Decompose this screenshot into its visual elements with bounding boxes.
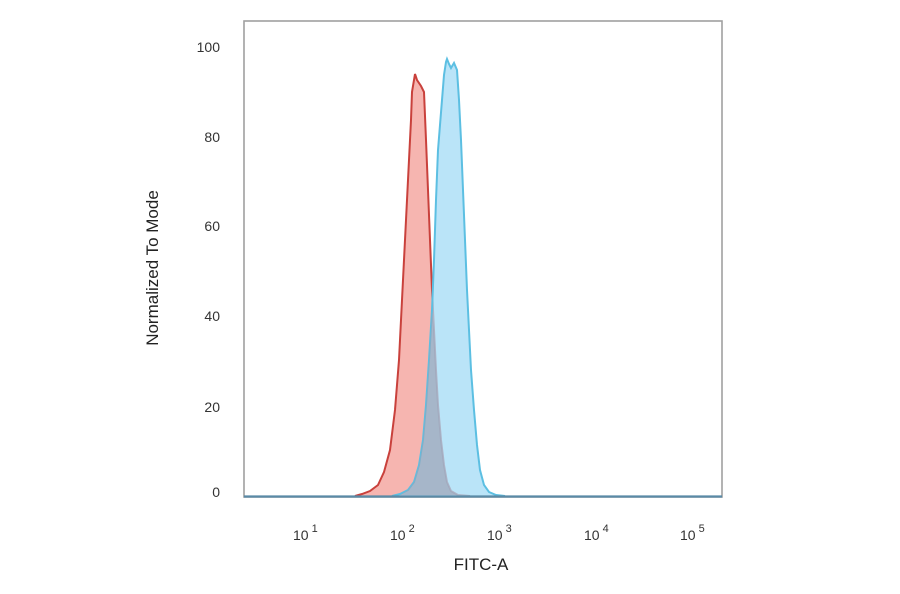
overlap-region <box>400 310 458 495</box>
x-tick-label: 10 1 <box>293 523 318 543</box>
series-sample <box>391 56 506 497</box>
x-tick-label: 10 2 <box>390 523 415 543</box>
x-tick-label: 10 4 <box>584 523 609 543</box>
y-axis-title: Normalized To Mode <box>143 190 162 346</box>
plot-frame <box>243 20 723 498</box>
x-axis-ticks: 10 1 10 2 10 3 10 4 10 5 <box>293 523 705 543</box>
x-axis-title: FITC-A <box>454 555 509 574</box>
y-tick-label: 60 <box>204 218 220 234</box>
y-tick-label: 100 <box>197 39 221 55</box>
y-tick-label: 0 <box>212 484 220 500</box>
y-tick-label: 80 <box>204 129 220 145</box>
x-tick-label: 10 3 <box>487 523 512 543</box>
y-tick-label: 20 <box>204 399 220 415</box>
y-tick-label: 40 <box>204 308 220 324</box>
y-axis-ticks: 100 80 60 40 20 0 <box>197 39 221 500</box>
x-tick-label: 10 5 <box>680 523 705 543</box>
